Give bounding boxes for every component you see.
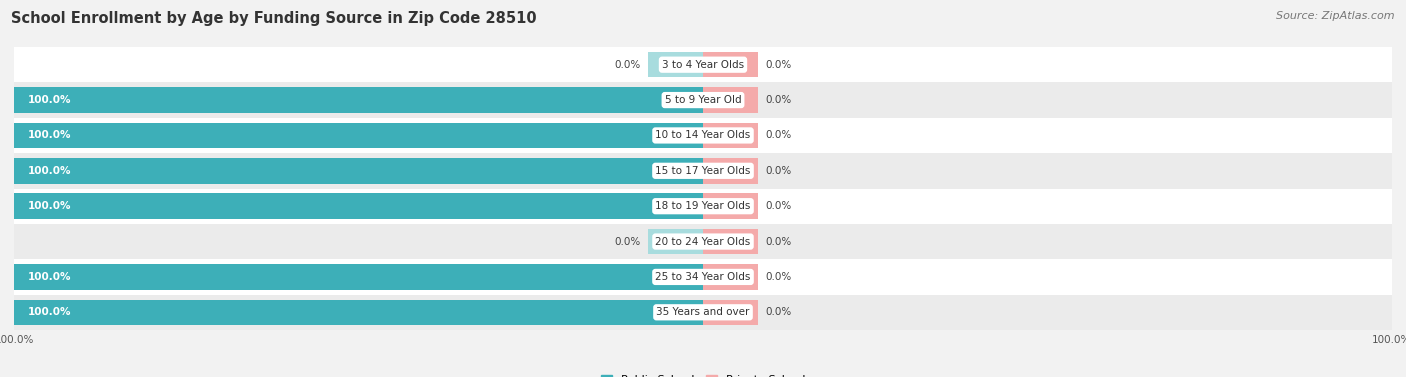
Bar	[703, 158, 758, 184]
Bar	[648, 52, 703, 77]
Text: 100.0%: 100.0%	[28, 201, 72, 211]
Bar	[703, 87, 758, 113]
Text: 100.0%: 100.0%	[28, 272, 72, 282]
Text: 3 to 4 Year Olds: 3 to 4 Year Olds	[662, 60, 744, 70]
Text: 100.0%: 100.0%	[28, 166, 72, 176]
Text: 15 to 17 Year Olds: 15 to 17 Year Olds	[655, 166, 751, 176]
Bar	[14, 83, 1392, 118]
Bar	[14, 300, 703, 325]
Text: 0.0%: 0.0%	[765, 60, 792, 70]
Bar	[14, 153, 1392, 188]
Text: 0.0%: 0.0%	[614, 236, 641, 247]
Text: 20 to 24 Year Olds: 20 to 24 Year Olds	[655, 236, 751, 247]
Text: 0.0%: 0.0%	[765, 307, 792, 317]
Bar	[14, 264, 703, 290]
Bar	[703, 229, 758, 254]
Text: 100.0%: 100.0%	[28, 130, 72, 141]
Bar	[703, 123, 758, 148]
Bar	[14, 118, 1392, 153]
Bar	[703, 264, 758, 290]
Bar	[14, 47, 1392, 83]
Text: 35 Years and over: 35 Years and over	[657, 307, 749, 317]
Text: 0.0%: 0.0%	[765, 236, 792, 247]
Text: 100.0%: 100.0%	[28, 307, 72, 317]
Bar	[14, 224, 1392, 259]
Bar	[14, 158, 703, 184]
Bar	[14, 294, 1392, 330]
Bar	[14, 87, 703, 113]
Text: 5 to 9 Year Old: 5 to 9 Year Old	[665, 95, 741, 105]
Text: 18 to 19 Year Olds: 18 to 19 Year Olds	[655, 201, 751, 211]
Bar	[14, 188, 1392, 224]
Text: 25 to 34 Year Olds: 25 to 34 Year Olds	[655, 272, 751, 282]
Text: Source: ZipAtlas.com: Source: ZipAtlas.com	[1277, 11, 1395, 21]
Legend: Public School, Private School: Public School, Private School	[596, 370, 810, 377]
Bar	[703, 193, 758, 219]
Text: 0.0%: 0.0%	[765, 201, 792, 211]
Bar	[14, 123, 703, 148]
Text: 10 to 14 Year Olds: 10 to 14 Year Olds	[655, 130, 751, 141]
Text: 0.0%: 0.0%	[765, 130, 792, 141]
Text: 0.0%: 0.0%	[765, 272, 792, 282]
Text: 0.0%: 0.0%	[765, 95, 792, 105]
Text: 100.0%: 100.0%	[28, 95, 72, 105]
Bar	[703, 300, 758, 325]
Bar	[14, 259, 1392, 294]
Text: 0.0%: 0.0%	[765, 166, 792, 176]
Bar	[703, 52, 758, 77]
Text: School Enrollment by Age by Funding Source in Zip Code 28510: School Enrollment by Age by Funding Sour…	[11, 11, 537, 26]
Bar	[648, 229, 703, 254]
Bar	[14, 193, 703, 219]
Text: 0.0%: 0.0%	[614, 60, 641, 70]
